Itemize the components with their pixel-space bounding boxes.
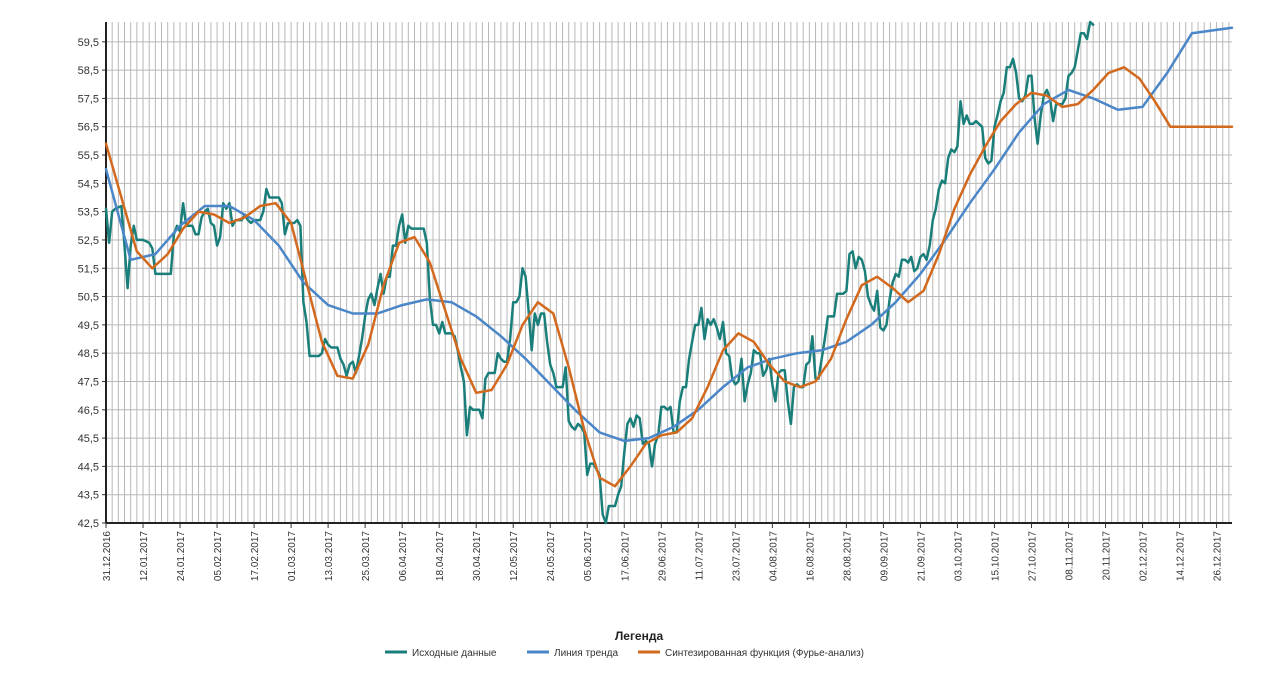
x-tick-label: 21.09.2017	[916, 531, 927, 581]
y-tick-label: 50,5	[78, 292, 99, 304]
x-tick-label: 23.07.2017	[731, 531, 742, 581]
x-tick-label: 26.12.2017	[1213, 531, 1224, 581]
x-tick-label: 03.10.2017	[953, 531, 964, 581]
y-tick-label: 49,5	[78, 320, 99, 332]
grid	[105, 22, 1232, 524]
legend: Легенда Исходные данные Линия тренда Синте…	[385, 629, 864, 659]
x-tick-label: 17.02.2017	[250, 531, 261, 581]
series-line-1	[104, 26, 1234, 443]
x-tick-label: 04.08.2017	[768, 531, 779, 581]
x-tick-label: 05.02.2017	[213, 531, 224, 581]
y-tick-label: 48,5	[78, 348, 99, 360]
y-tick-label: 57,5	[78, 93, 99, 105]
x-tick-label: 18.04.2017	[435, 531, 446, 581]
y-tick-label: 54,5	[78, 178, 99, 190]
x-tick-label: 12.01.2017	[139, 531, 150, 581]
x-tick-label: 30.04.2017	[472, 531, 483, 581]
y-tick-label: 52,5	[78, 235, 99, 247]
legend-title: Легенда	[615, 629, 664, 643]
x-tick-label: 28.08.2017	[842, 531, 853, 581]
y-tick-label: 58,5	[78, 65, 99, 77]
x-tick-label: 31.12.2016	[102, 531, 113, 581]
y-tick-label: 42,5	[78, 518, 99, 530]
legend-label-1: Линия тренда	[554, 648, 619, 659]
series-line-2	[104, 66, 1234, 488]
x-tick-label: 05.06.2017	[583, 531, 594, 581]
y-tick-label: 43,5	[78, 490, 99, 502]
x-tick-label: 20.11.2017	[1102, 531, 1113, 581]
x-tick-label: 12.05.2017	[509, 531, 520, 581]
x-tick-label: 11.07.2017	[694, 531, 705, 581]
x-tick-label: 02.12.2017	[1139, 531, 1150, 581]
y-tick-label: 46,5	[78, 405, 99, 417]
x-tick-label: 15.10.2017	[990, 531, 1001, 581]
y-tick-label: 56,5	[78, 122, 99, 134]
y-tick-label: 55,5	[78, 150, 99, 162]
series-line-0	[104, 20, 1095, 525]
x-tick-label: 01.03.2017	[287, 531, 298, 581]
axes: 42,5 43,5 44,5 45,5 46,5 47,5 48,5 49,5 50,5 51,5…	[78, 22, 1232, 581]
x-tick-label: 24.05.2017	[546, 531, 557, 581]
x-tick-label: 06.04.2017	[398, 531, 409, 581]
legend-label-2: Синтезированная функция (Фурье-анализ)	[665, 647, 864, 659]
x-tick-label: 08.11.2017	[1064, 531, 1075, 581]
y-tick-label: 45,5	[78, 433, 99, 445]
y-tick-label: 47,5	[78, 376, 99, 388]
legend-label-0: Исходные данные	[412, 648, 497, 659]
x-tick-label: 09.09.2017	[879, 531, 890, 581]
y-tick-label: 59,5	[78, 37, 99, 49]
x-tick-label: 13.03.2017	[324, 531, 335, 581]
x-tick-label: 29.06.2017	[657, 531, 668, 581]
y-tick-label: 53,5	[78, 207, 99, 219]
x-tick-label: 14.12.2017	[1176, 531, 1187, 581]
y-tick-label: 51,5	[78, 263, 99, 275]
x-tick-label: 24.01.2017	[176, 531, 187, 581]
y-tick-label: 44,5	[78, 461, 99, 473]
x-tick-label: 16.08.2017	[805, 531, 816, 581]
series-layer	[104, 20, 1234, 525]
x-tick-label: 27.10.2017	[1027, 531, 1038, 581]
x-tick-label: 25.03.2017	[361, 531, 372, 581]
x-tick-label: 17.06.2017	[620, 531, 631, 581]
